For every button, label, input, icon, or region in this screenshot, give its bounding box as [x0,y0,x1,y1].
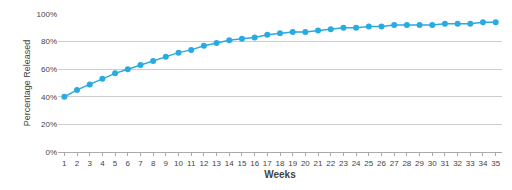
svg-text:11: 11 [187,159,196,168]
svg-text:30: 30 [428,159,437,168]
svg-text:35: 35 [491,159,500,168]
svg-text:20: 20 [301,159,310,168]
svg-text:22: 22 [326,159,335,168]
svg-text:25: 25 [364,159,373,168]
svg-text:16: 16 [250,159,259,168]
svg-text:100%: 100% [37,10,57,19]
svg-text:Percentage Released: Percentage Released [22,40,32,127]
svg-text:28: 28 [402,159,411,168]
svg-text:29: 29 [415,159,424,168]
svg-text:23: 23 [339,159,348,168]
svg-text:5: 5 [113,159,118,168]
svg-text:Weeks: Weeks [264,169,296,180]
svg-text:2: 2 [75,159,80,168]
svg-text:60%: 60% [41,65,57,74]
svg-text:14: 14 [225,159,234,168]
svg-text:32: 32 [453,159,462,168]
svg-text:3: 3 [87,159,92,168]
svg-text:7: 7 [138,159,143,168]
svg-text:9: 9 [164,159,169,168]
svg-text:4: 4 [100,159,105,168]
svg-text:17: 17 [263,159,272,168]
svg-text:1: 1 [62,159,67,168]
svg-text:24: 24 [352,159,361,168]
svg-text:0%: 0% [45,148,57,157]
svg-text:8: 8 [151,159,156,168]
svg-text:26: 26 [377,159,386,168]
svg-text:15: 15 [237,159,246,168]
svg-text:18: 18 [276,159,285,168]
svg-text:27: 27 [390,159,399,168]
svg-text:19: 19 [288,159,297,168]
svg-text:40%: 40% [41,93,57,102]
svg-text:21: 21 [314,159,323,168]
svg-text:20%: 20% [41,120,57,129]
svg-text:34: 34 [479,159,488,168]
svg-text:80%: 80% [41,37,57,46]
svg-text:6: 6 [126,159,131,168]
svg-text:12: 12 [199,159,208,168]
svg-text:13: 13 [212,159,221,168]
svg-text:10: 10 [174,159,183,168]
svg-text:31: 31 [440,159,449,168]
svg-text:33: 33 [466,159,475,168]
